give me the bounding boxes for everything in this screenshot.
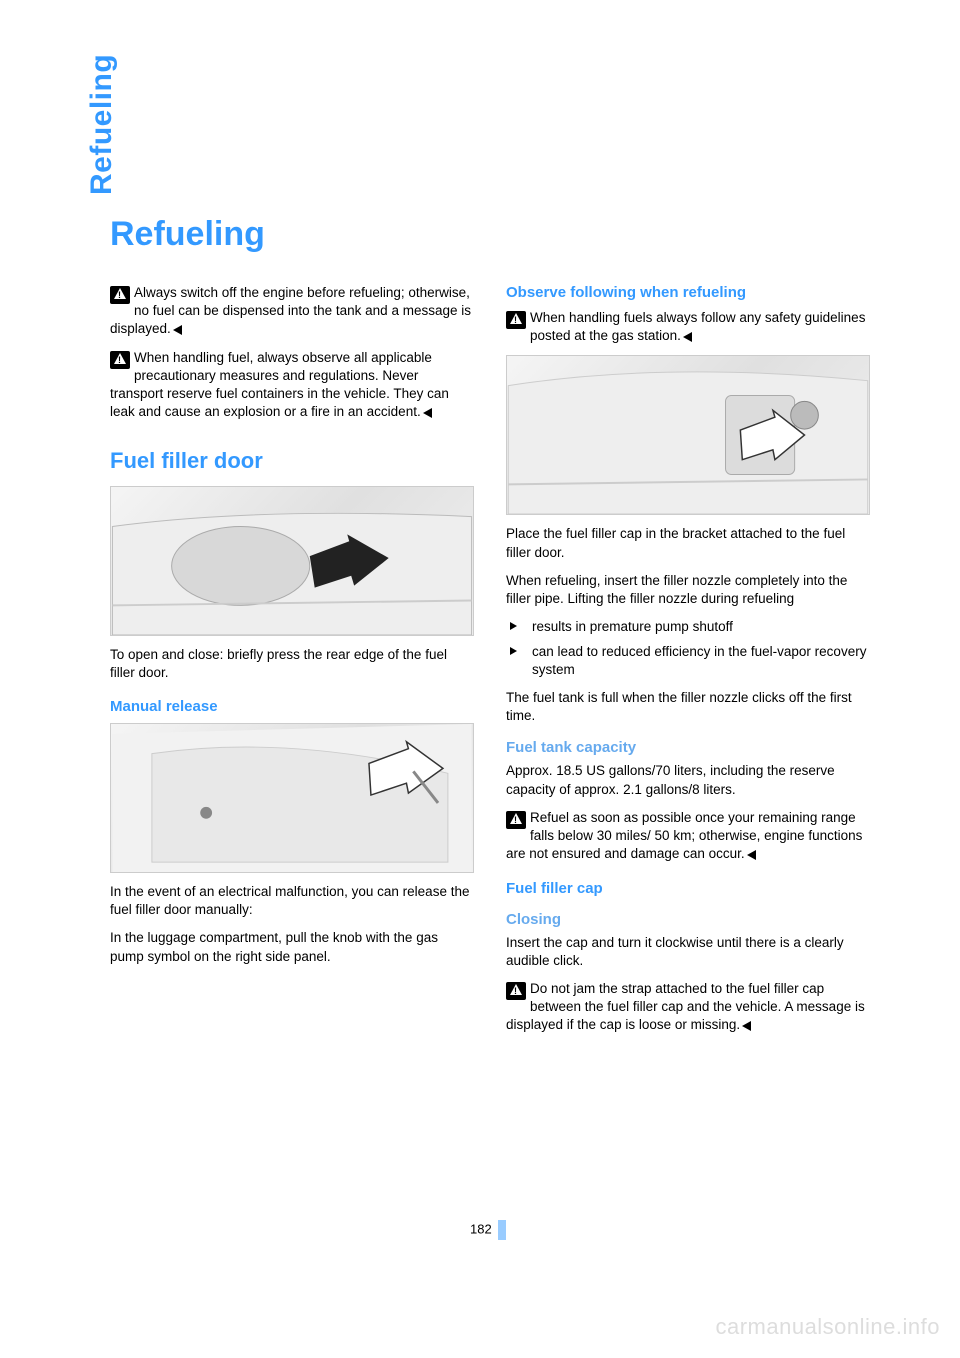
left-column: Always switch off the engine before refu… bbox=[110, 284, 474, 1045]
subsubheading-fuel-tank-capacity: Fuel tank capacity bbox=[506, 739, 870, 756]
figure-manual-release bbox=[110, 723, 474, 873]
bullet-list: results in premature pump shutoff can le… bbox=[506, 618, 870, 679]
subheading-observe-refueling: Observe following when refueling bbox=[506, 284, 870, 301]
warning-icon bbox=[110, 286, 130, 304]
end-marker-icon bbox=[747, 850, 756, 860]
section-heading-fuel-filler-door: Fuel filler door bbox=[110, 448, 474, 474]
page-number: 182 bbox=[470, 1220, 506, 1240]
body-text: To open and close: briefly press the rea… bbox=[110, 646, 474, 682]
body-text: Approx. 18.5 US gallons/70 liters, inclu… bbox=[506, 762, 870, 798]
warning-text: Do not jam the strap attached to the fue… bbox=[506, 981, 865, 1032]
warning-icon bbox=[506, 982, 526, 1000]
warning-block: Refuel as soon as possible once your rem… bbox=[506, 809, 870, 864]
body-text: Place the fuel filler cap in the bracket… bbox=[506, 525, 870, 561]
end-marker-icon bbox=[742, 1021, 751, 1031]
warning-icon bbox=[506, 811, 526, 829]
body-text: In the luggage compartment, pull the kno… bbox=[110, 929, 474, 965]
warning-block: When handling fuels always follow any sa… bbox=[506, 309, 870, 345]
warning-text: Always switch off the engine before refu… bbox=[110, 285, 471, 336]
two-column-layout: Always switch off the engine before refu… bbox=[110, 284, 870, 1045]
subheading-manual-release: Manual release bbox=[110, 698, 474, 715]
warning-text: When handling fuels always follow any sa… bbox=[530, 310, 865, 343]
subheading-fuel-filler-cap: Fuel filler cap bbox=[506, 880, 870, 897]
end-marker-icon bbox=[423, 408, 432, 418]
figure-filler-cap-bracket bbox=[506, 355, 870, 515]
body-text: The fuel tank is full when the filler no… bbox=[506, 689, 870, 725]
warning-block: When handling fuel, always observe all a… bbox=[110, 349, 474, 422]
warning-icon bbox=[110, 351, 130, 369]
list-item: results in premature pump shutoff bbox=[506, 618, 870, 636]
right-column: Observe following when refueling When ha… bbox=[506, 284, 870, 1045]
page-number-bar bbox=[498, 1220, 506, 1240]
side-tab-title: Refueling bbox=[85, 54, 119, 195]
end-marker-icon bbox=[683, 332, 692, 342]
warning-block: Do not jam the strap attached to the fue… bbox=[506, 980, 870, 1035]
body-text: In the event of an electrical malfunctio… bbox=[110, 883, 474, 919]
list-item: can lead to reduced efficiency in the fu… bbox=[506, 643, 870, 679]
warning-text: Refuel as soon as possible once your rem… bbox=[506, 810, 862, 861]
watermark: carmanualsonline.info bbox=[715, 1314, 940, 1340]
page-number-value: 182 bbox=[470, 1221, 492, 1236]
page-title: Refueling bbox=[110, 215, 870, 254]
warning-block: Always switch off the engine before refu… bbox=[110, 284, 474, 339]
end-marker-icon bbox=[173, 325, 182, 335]
figure-fuel-filler-door bbox=[110, 486, 474, 636]
body-text: When refueling, insert the filler nozzle… bbox=[506, 572, 870, 608]
body-text: Insert the cap and turn it clockwise unt… bbox=[506, 934, 870, 970]
subsubheading-closing: Closing bbox=[506, 911, 870, 928]
warning-text: When handling fuel, always observe all a… bbox=[110, 350, 449, 420]
warning-icon bbox=[506, 311, 526, 329]
page-content: Refueling Always switch off the engine b… bbox=[110, 200, 870, 1045]
